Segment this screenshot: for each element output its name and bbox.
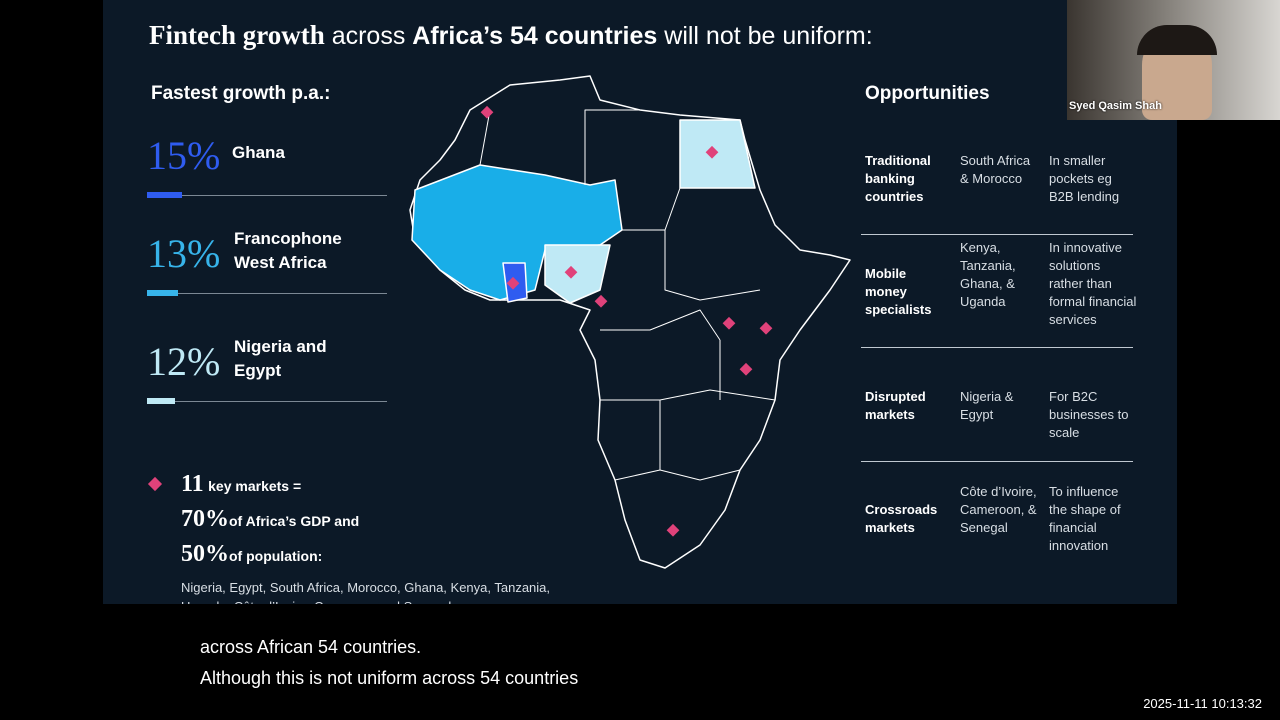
growth-rate: 15%	[147, 133, 221, 178]
caption-line: Although this is not uniform across 54 c…	[200, 668, 579, 688]
opportunity-cell: South Africa & Morocco	[960, 153, 1031, 186]
opportunity-cell: Côte d’Ivoire, Cameroon, & Senegal	[960, 484, 1037, 535]
growth-rate: 13%	[147, 231, 221, 276]
title-part: will not be uniform:	[664, 22, 873, 50]
key-countries: Nigeria, Egypt, South Africa, Morocco, G…	[181, 580, 551, 604]
row-divider	[861, 234, 1133, 235]
bar-track	[147, 192, 387, 198]
opportunity-cell: Mobile money specialists	[865, 266, 932, 317]
key-number: 11	[181, 471, 204, 497]
growth-rate: 12%	[147, 339, 221, 384]
timestamp: 2025-11-11 10:13:32	[1143, 696, 1262, 711]
africa-map	[409, 75, 851, 569]
key-number: 70%	[181, 506, 229, 532]
growth-label: Nigeria and Egypt	[234, 337, 327, 380]
bar	[147, 398, 175, 404]
key-text: of population:	[229, 548, 323, 564]
opportunity-cell: Traditional banking countries	[865, 153, 931, 204]
participant-hair	[1137, 25, 1217, 55]
row-divider	[861, 461, 1133, 462]
slide-title: Fintech growth across Africa’s 54 countr…	[149, 20, 873, 51]
key-text: of Africa’s GDP and	[229, 513, 360, 529]
opportunity-cell: In smaller pockets eg B2B lending	[1049, 153, 1120, 204]
bar	[147, 192, 182, 198]
bar-track	[147, 290, 387, 296]
key-markets: 11 key markets = 70%of Africa’s GDP and …	[181, 468, 359, 573]
opportunity-cell: Disrupted markets	[865, 389, 926, 422]
growth-label: Francophone West Africa	[234, 229, 342, 272]
row-divider	[861, 347, 1133, 348]
title-part: across	[331, 22, 406, 50]
growth-heading: Fastest growth p.a.:	[151, 83, 331, 104]
bar	[147, 290, 178, 296]
key-text: key markets =	[208, 478, 302, 494]
caption-line: across African 54 countries.	[200, 637, 422, 657]
opportunity-cell: In innovative solutions rather than form…	[1049, 240, 1137, 327]
opportunity-cell: Nigeria & Egypt	[960, 389, 1014, 422]
opportunities-heading: Opportunities	[865, 83, 990, 104]
participant-name: Syed Qasim Shah	[1069, 100, 1162, 112]
opportunity-cell: To influence the shape of financial inno…	[1049, 484, 1121, 553]
title-part: Fintech growth	[149, 20, 325, 50]
growth-label: Ghana	[232, 143, 285, 162]
bar-track	[147, 398, 387, 404]
title-part: Africa’s 54 countries	[412, 22, 658, 50]
key-number: 50%	[181, 541, 229, 567]
opportunity-cell: For B2C businesses to scale	[1049, 389, 1129, 440]
opportunity-cell: Kenya, Tanzania, Ghana, & Uganda	[960, 240, 1016, 309]
slide: Fintech growth across Africa’s 54 countr…	[103, 0, 1177, 604]
webcam: Syed Qasim Shah	[1067, 0, 1280, 120]
diamond-icon	[147, 476, 163, 492]
opportunity-cell: Crossroads markets	[865, 502, 938, 535]
